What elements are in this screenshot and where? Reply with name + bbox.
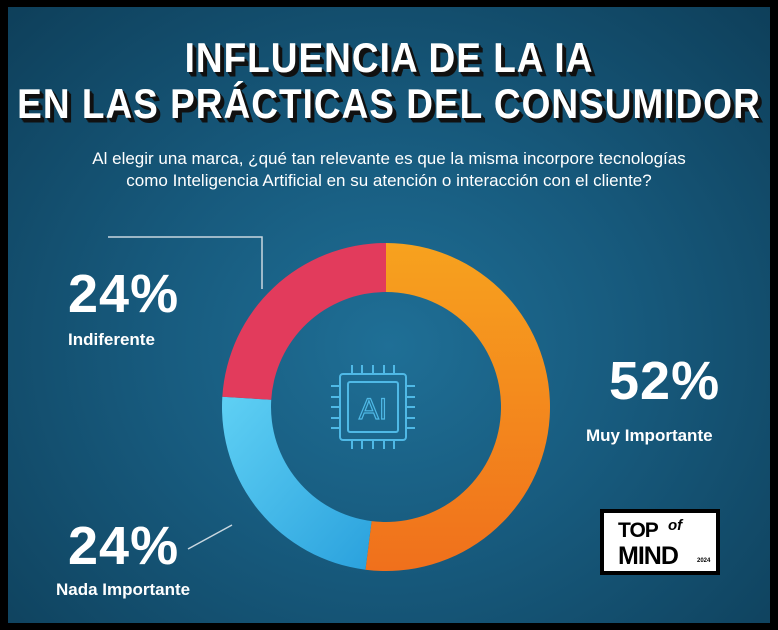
- logo-of: of: [668, 517, 683, 534]
- donut-chart: AI: [108, 236, 551, 571]
- value-label-muy-importante: 52%: [609, 351, 721, 411]
- value-label-nada-importante: 24%: [68, 516, 180, 576]
- value-label-indiferente: 24%: [68, 264, 180, 324]
- category-label-muy-importante: Muy Importante: [586, 426, 713, 445]
- subtitle: Al elegir una marca, ¿qué tan relevante …: [8, 148, 770, 192]
- infographic: INFLUENCIA DE LA IA EN LAS PRÁCTICAS DEL…: [8, 7, 770, 623]
- category-label-nada-importante: Nada Importante: [56, 580, 191, 599]
- leader-lines: [108, 236, 263, 550]
- ai-chip-label: AI: [359, 393, 387, 426]
- ai-chip-icon: AI: [331, 365, 415, 449]
- logo-top: TOP: [618, 519, 659, 542]
- title-line-1: INFLUENCIA DE LA IA: [184, 35, 594, 81]
- slice-muy-importante: [365, 243, 551, 571]
- leader-line-nada-importante: [187, 524, 233, 550]
- top-of-mind-logo: TOP of MIND 2024: [600, 509, 720, 575]
- slice-nada-importante: [222, 396, 372, 570]
- title-line-2: EN LAS PRÁCTICAS DEL CONSUMIDOR: [17, 81, 761, 127]
- subtitle-line-1: Al elegir una marca, ¿qué tan relevante …: [92, 149, 686, 168]
- logo-year: 2024: [697, 558, 711, 564]
- category-label-indiferente: Indiferente: [68, 330, 155, 349]
- logo-mind: MIND: [618, 542, 679, 570]
- leader-line-indiferente: [108, 236, 263, 289]
- subtitle-line-2: como Inteligencia Artificial en su atenc…: [126, 171, 652, 190]
- slice-indiferente: [222, 243, 386, 400]
